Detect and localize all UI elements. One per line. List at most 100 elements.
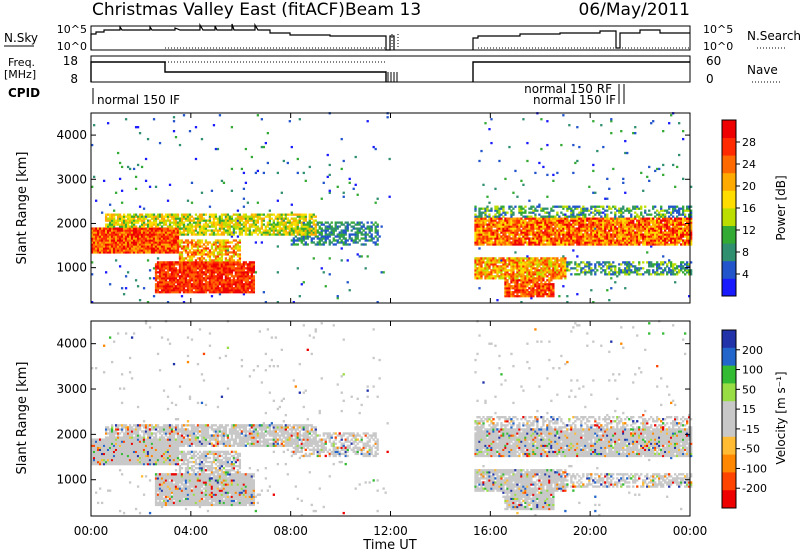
heatmap-cell xyxy=(172,281,176,284)
heatmap-cell xyxy=(202,227,206,230)
heatmap-cell xyxy=(484,217,487,220)
heatmap-cell xyxy=(116,213,120,216)
heatmap-cell xyxy=(216,245,220,248)
heatmap-cell xyxy=(584,231,587,234)
heatmap-cell xyxy=(602,261,605,264)
heatmap-cell xyxy=(202,263,206,266)
heatmap-cell xyxy=(348,289,351,292)
heatmap-cell xyxy=(484,231,487,234)
heatmap-cell xyxy=(226,251,230,254)
heatmap-cell xyxy=(210,251,214,254)
heatmap-cell xyxy=(508,269,511,272)
heatmap-cell xyxy=(574,223,577,226)
heatmap-cell xyxy=(512,261,515,264)
heatmap-cell xyxy=(478,213,481,216)
heatmap-cell xyxy=(562,229,565,232)
heatmap-cell xyxy=(142,233,146,236)
heatmap-cell xyxy=(556,221,559,224)
heatmap-cell xyxy=(180,247,184,250)
heatmap-cell xyxy=(194,126,198,129)
heatmap-cell xyxy=(286,221,289,224)
heatmap-cell xyxy=(234,251,238,254)
heatmap-cell xyxy=(304,223,307,226)
heatmap-cell xyxy=(352,239,355,242)
heatmap-cell xyxy=(508,205,511,208)
heatmap-cell xyxy=(202,213,206,216)
heatmap-cell xyxy=(558,225,561,228)
heatmap-cell xyxy=(250,231,254,234)
heatmap-cell xyxy=(540,273,543,276)
heatmap-cell xyxy=(224,269,228,272)
heatmap-cell xyxy=(222,219,226,222)
heatmap-cell xyxy=(278,221,281,224)
heatmap-cell xyxy=(262,219,266,222)
heatmap-cell xyxy=(312,229,315,232)
heatmap-cell xyxy=(498,227,501,230)
heatmap-cell xyxy=(94,245,98,248)
heatmap-cell xyxy=(570,239,573,242)
heatmap-cell xyxy=(148,269,152,272)
heatmap-cell xyxy=(206,229,210,232)
heatmap-cell xyxy=(498,269,501,272)
heatmap-cell xyxy=(588,219,591,222)
heatmap-cell xyxy=(322,181,325,184)
heatmap-cell xyxy=(220,287,224,290)
heatmap-cell xyxy=(338,225,341,228)
heatmap-cell xyxy=(588,239,591,242)
heatmap-cell xyxy=(110,247,114,250)
heatmap-cell xyxy=(150,217,154,220)
heatmap-cell xyxy=(492,243,495,246)
heatmap-cell xyxy=(610,243,613,246)
heatmap-cell xyxy=(554,229,557,232)
heatmap-cell xyxy=(510,231,513,234)
heatmap-cell xyxy=(240,275,244,278)
heatmap-cell xyxy=(550,221,553,224)
heatmap-cell xyxy=(166,229,170,232)
heatmap-cell xyxy=(562,241,565,244)
heatmap-cell xyxy=(188,255,192,258)
heatmap-cell xyxy=(186,259,190,262)
heatmap-cell xyxy=(522,225,525,228)
heatmap-cell xyxy=(548,231,551,234)
heatmap-cell xyxy=(134,225,138,228)
heatmap-cell xyxy=(594,263,597,266)
heatmap-cell xyxy=(226,259,230,262)
heatmap-cell xyxy=(242,263,246,266)
heatmap-cell xyxy=(518,289,521,292)
heatmap-cell xyxy=(538,227,541,230)
heatmap-cell xyxy=(552,243,555,246)
heatmap-cell xyxy=(566,235,569,238)
heatmap-cell xyxy=(540,287,543,290)
heatmap-cell xyxy=(112,231,116,234)
heatmap-cell xyxy=(206,285,210,288)
heatmap-cell xyxy=(230,281,234,284)
heatmap-cell xyxy=(562,273,565,276)
heatmap-cell xyxy=(518,241,521,244)
heatmap-cell xyxy=(498,259,501,262)
heatmap-cell xyxy=(166,233,170,236)
heatmap-cell xyxy=(524,239,527,242)
heatmap-cell xyxy=(516,283,519,286)
heatmap-cell xyxy=(572,209,575,212)
heatmap-cell xyxy=(124,241,128,244)
heatmap-cell xyxy=(484,227,487,230)
heatmap-cell xyxy=(240,231,244,234)
heatmap-cell xyxy=(504,277,507,280)
heatmap-cell xyxy=(506,229,509,232)
heatmap-cell xyxy=(120,217,124,220)
heatmap-cell xyxy=(360,225,363,228)
heatmap-cell xyxy=(608,223,611,226)
heatmap-cell xyxy=(164,215,168,218)
heatmap-cell xyxy=(622,243,625,246)
heatmap-cell xyxy=(258,215,262,218)
heatmap-cell xyxy=(214,223,218,226)
heatmap-cell xyxy=(236,249,240,252)
heatmap-cell xyxy=(618,207,621,210)
heatmap-cell xyxy=(256,225,260,228)
heatmap-cell xyxy=(530,291,533,294)
heatmap-cell xyxy=(244,223,248,226)
heatmap-cell xyxy=(172,213,176,216)
heatmap-cell xyxy=(264,301,268,304)
heatmap-cell xyxy=(248,219,252,222)
heatmap-cell xyxy=(132,251,136,254)
